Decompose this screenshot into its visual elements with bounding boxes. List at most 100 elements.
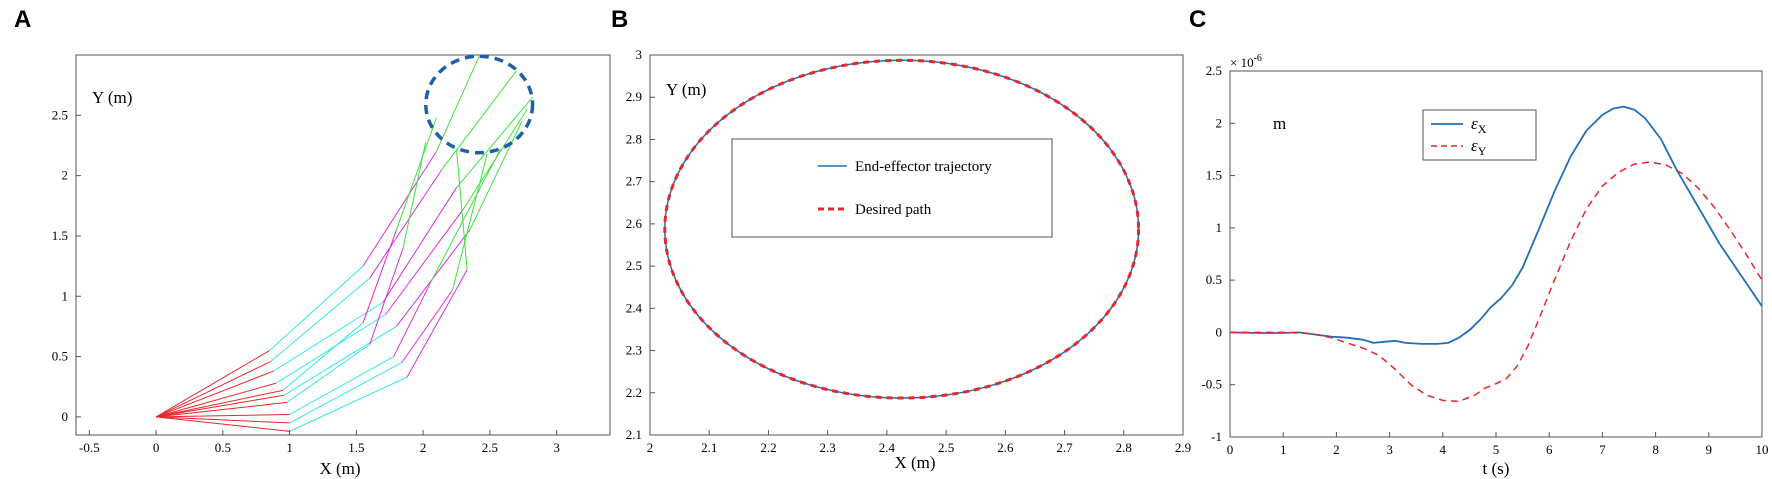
panel-a-arm-link-4 bbox=[455, 149, 468, 270]
panel-c-ytick-label: -0.5 bbox=[1201, 377, 1222, 392]
panel-c-xtick-label: 8 bbox=[1652, 442, 1659, 457]
panel-b-ytick-label: 2.3 bbox=[626, 343, 642, 358]
panel-c-ytick-label: 1.5 bbox=[1206, 168, 1222, 183]
panel-a-arm-link-1 bbox=[155, 350, 270, 418]
panel-a-arm-link-4 bbox=[456, 96, 533, 189]
panel-c-legend-box bbox=[1422, 109, 1537, 161]
panel-a-arm-link-3 bbox=[406, 269, 468, 378]
panel-a-arm-link-2 bbox=[275, 313, 386, 384]
panel-a-arm-link-1 bbox=[155, 360, 272, 418]
panel-c-ytick-label: 0.5 bbox=[1206, 272, 1222, 287]
panel-a-arm-link-2 bbox=[289, 376, 408, 432]
panel-a-arm-link-1 bbox=[156, 413, 290, 418]
panel-b-legend: End-effector trajectory Desired path bbox=[731, 138, 1053, 238]
panel-c-ytick-label: 0 bbox=[1216, 324, 1223, 339]
panel-a-arm-link-2 bbox=[270, 277, 371, 362]
panel-a-arm-link-3 bbox=[401, 289, 453, 363]
panel-a-arm-link-2 bbox=[289, 362, 402, 424]
panel-b-xtick-label: 2.9 bbox=[1175, 440, 1191, 455]
panel-a-ytick-label: 0 bbox=[62, 409, 69, 424]
panel-a-arm-link-1 bbox=[156, 394, 285, 418]
panel-a-arm-links bbox=[155, 56, 533, 432]
panel-a-arm-link-3 bbox=[362, 229, 397, 323]
panel-b-xtick-label: 2.2 bbox=[760, 440, 776, 455]
panel-b-curves bbox=[663, 58, 1141, 400]
panel-a-target-circle bbox=[424, 54, 535, 155]
panel-a-arm-link-1 bbox=[156, 416, 290, 424]
panel-c-exponent: × 10-6 bbox=[1230, 53, 1262, 70]
panel-letter-a: A bbox=[14, 6, 31, 33]
panel-a-arm-link-4 bbox=[435, 56, 480, 152]
panel-c-xtick-label: 1 bbox=[1280, 442, 1287, 457]
panel-b-axes-box bbox=[649, 54, 1184, 436]
panel-a-ytick-label: 1.5 bbox=[52, 228, 68, 243]
panel-c-xlabel: t (s) bbox=[1483, 459, 1510, 478]
panel-a-arm-link-1 bbox=[156, 401, 287, 418]
panel-b-xtick-label: 2 bbox=[647, 440, 654, 455]
panel-a-axes-box bbox=[75, 54, 611, 436]
panel-c-ytick-label: 2.5 bbox=[1206, 63, 1222, 78]
panel-b-ticks: 2 2.1 2.2 2.3 2.4 2.5 2.6 2.7 2.8 2.9 2.1 2.2 2.3 2.4… bbox=[626, 47, 1191, 455]
panel-b-xtick-label: 2.4 bbox=[879, 440, 896, 455]
panel-b-trajectory-plot: 2 2.1 2.2 2.3 2.4 2.5 2.6 2.7 2.8 2.9 2.1 2.2 2.3 2.4… bbox=[626, 47, 1191, 472]
panel-b-ytick-label: 2.6 bbox=[626, 216, 643, 231]
panel-a-ticks: -0.5 0 0.5 1 1.5 2 2.5 3 0 0.5 1 1.5 2 2.5 bbox=[52, 107, 560, 455]
panel-c-ytick-label: 1 bbox=[1216, 220, 1223, 235]
panel-b-xlabel: X (m) bbox=[894, 453, 935, 472]
panel-c-xtick-label: 2 bbox=[1333, 442, 1340, 457]
panel-a-ylabel: Y (m) bbox=[92, 88, 132, 107]
panel-letter-c: C bbox=[1189, 6, 1206, 33]
panel-a-xlabel: X (m) bbox=[319, 459, 360, 478]
panel-c-ticks: 0 1 2 3 4 5 6 7 8 9 10 -1 -0.5 0 0.5 1 1.5 2 2.5 bbox=[1201, 63, 1768, 457]
panel-b-ytick-label: 2.4 bbox=[626, 300, 643, 315]
panel-a-arm-link-2 bbox=[286, 344, 370, 403]
panel-c-curves bbox=[1229, 105, 1763, 403]
panel-a-ytick-label: 1 bbox=[62, 288, 69, 303]
panel-b-ytick-label: 2.1 bbox=[626, 427, 642, 442]
panel-a-ytick-label: 2 bbox=[62, 168, 69, 183]
panel-c-legend-label-ey: εY bbox=[1471, 136, 1487, 158]
panel-a-ytick-label: 2.5 bbox=[52, 107, 68, 122]
panel-a-xtick-label: 1.5 bbox=[348, 440, 364, 455]
panel-a-arm-link-3 bbox=[369, 169, 443, 279]
panel-a-arm-link-3 bbox=[385, 209, 464, 315]
panel-a-arm-link-4 bbox=[441, 70, 517, 170]
panel-b-xtick-label: 2.7 bbox=[1056, 440, 1073, 455]
panel-a-xtick-label: 2 bbox=[420, 440, 427, 455]
panel-a-arm-link-3 bbox=[382, 187, 457, 303]
panel-b-ytick-label: 2.9 bbox=[626, 89, 642, 104]
panel-a-arm-link-1 bbox=[155, 389, 284, 418]
panel-b-legend-label-trajectory: End-effector trajectory bbox=[855, 159, 992, 175]
panel-a-arm-link-3 bbox=[362, 151, 437, 267]
panel-c-xtick-label: 9 bbox=[1706, 442, 1713, 457]
panel-b-ytick-label: 3 bbox=[636, 47, 643, 62]
panel-a-xtick-label: -0.5 bbox=[79, 440, 100, 455]
panel-b-ytick-label: 2.7 bbox=[626, 174, 643, 189]
panel-b-ylabel: Y (m) bbox=[666, 80, 706, 99]
panel-a-arm-link-1 bbox=[155, 370, 274, 418]
panel-a-xtick-label: 0.5 bbox=[215, 440, 231, 455]
panel-a-arm-link-4 bbox=[395, 117, 437, 231]
panel-a-arm-link-2 bbox=[289, 356, 394, 415]
panel-a-arm-link-1 bbox=[155, 382, 277, 418]
panel-c-ylabel: m bbox=[1273, 114, 1286, 133]
panel-c-series-ey bbox=[1230, 161, 1763, 403]
panel-c-xtick-label: 10 bbox=[1756, 442, 1769, 457]
panel-b-series-desired bbox=[663, 58, 1141, 400]
panel-a-arm-link-4 bbox=[469, 121, 523, 231]
panel-b-ytick-label: 2.5 bbox=[626, 258, 642, 273]
panel-a-arm-link-3 bbox=[369, 247, 404, 345]
panel-a-xtick-label: 2.5 bbox=[482, 440, 498, 455]
panel-a-ytick-label: 0.5 bbox=[52, 349, 68, 364]
panel-b-legend-box bbox=[731, 138, 1053, 238]
panel-a-robot-arm-plot: -0.5 0 0.5 1 1.5 2 2.5 3 0 0.5 1 1.5 2 2.5 Y (m) X (m… bbox=[52, 54, 611, 478]
panel-a-arm-link-4 bbox=[429, 148, 501, 285]
panel-a-arm-link-2 bbox=[273, 301, 384, 372]
panel-c-xtick-label: 5 bbox=[1493, 442, 1500, 457]
panel-b-xtick-label: 2.8 bbox=[1116, 440, 1132, 455]
panel-a-arm-link-4 bbox=[451, 153, 488, 291]
panel-letter-b: B bbox=[611, 6, 628, 33]
panel-b-xtick-label: 2.6 bbox=[997, 440, 1014, 455]
panel-a-arm-link-2 bbox=[269, 265, 364, 351]
